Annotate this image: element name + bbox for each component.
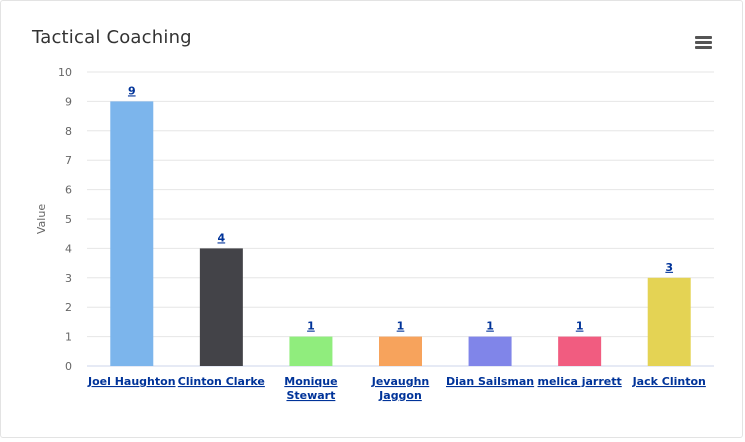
data-label[interactable]: 1 bbox=[576, 320, 584, 333]
bar[interactable] bbox=[379, 336, 422, 366]
bar[interactable] bbox=[468, 336, 512, 366]
menu-icon-bar bbox=[695, 36, 712, 39]
x-category-label[interactable]: Clinton Clarke bbox=[178, 375, 265, 388]
y-tick-label: 9 bbox=[65, 95, 72, 108]
data-label[interactable]: 1 bbox=[486, 320, 494, 333]
bar[interactable] bbox=[289, 336, 333, 366]
x-category-label[interactable]: Joel Haughton bbox=[87, 375, 176, 388]
y-tick-label: 0 bbox=[65, 360, 72, 373]
y-tick-label: 7 bbox=[65, 154, 72, 167]
chart-title: Tactical Coaching bbox=[32, 27, 192, 48]
menu-icon-bar bbox=[695, 46, 712, 49]
menu-icon-bar bbox=[695, 41, 712, 44]
data-label[interactable]: 3 bbox=[665, 261, 673, 274]
x-category-label[interactable]: Jevaughn Jaggon bbox=[371, 375, 430, 402]
y-tick-label: 3 bbox=[65, 272, 72, 285]
y-tick-label: 2 bbox=[65, 301, 72, 314]
bar[interactable] bbox=[110, 101, 154, 367]
x-category-label[interactable]: Dian Sailsman bbox=[446, 375, 534, 388]
data-label[interactable]: 1 bbox=[307, 320, 315, 333]
y-tick-label: 10 bbox=[58, 66, 72, 79]
data-label[interactable]: 1 bbox=[397, 320, 405, 333]
data-label[interactable]: 4 bbox=[218, 231, 226, 244]
x-category-label[interactable]: melica jarrett bbox=[538, 375, 622, 388]
bar[interactable] bbox=[647, 277, 691, 366]
bar[interactable] bbox=[558, 336, 602, 366]
y-tick-label: 5 bbox=[65, 213, 72, 226]
x-category-label[interactable]: Monique Stewart bbox=[284, 375, 337, 402]
y-tick-label: 4 bbox=[65, 242, 72, 255]
y-tick-label: 1 bbox=[65, 331, 72, 344]
hamburger-menu-icon[interactable] bbox=[695, 36, 712, 50]
data-label[interactable]: 9 bbox=[128, 84, 136, 97]
y-axis-title: Value bbox=[35, 204, 48, 234]
x-category-label[interactable]: Jack Clinton bbox=[632, 375, 706, 388]
y-tick-label: 6 bbox=[65, 184, 72, 197]
y-tick-label: 8 bbox=[65, 125, 72, 138]
bar[interactable] bbox=[199, 248, 243, 366]
